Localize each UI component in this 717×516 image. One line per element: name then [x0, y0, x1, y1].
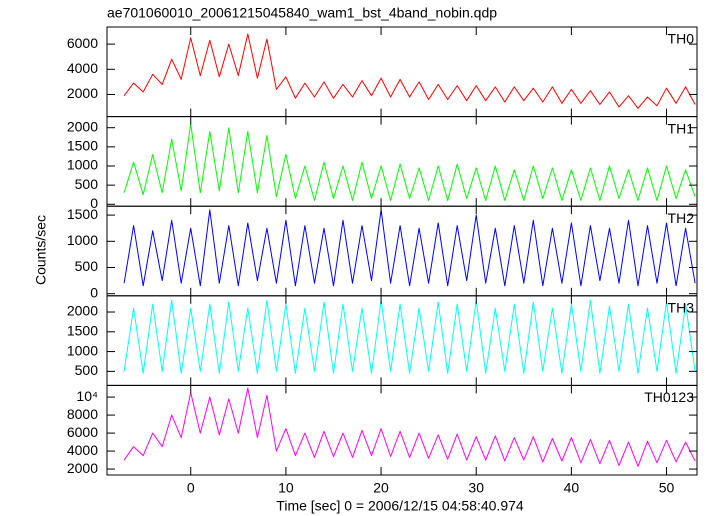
y-tick-label: 2000: [67, 118, 98, 134]
x-axis-label: Time [sec] 0 = 2006/12/15 04:58:40.974: [276, 498, 524, 514]
data-line: [123, 123, 696, 201]
x-tick-label: 20: [373, 480, 389, 496]
y-tick-label: 0: [90, 195, 98, 211]
panel-label: TH2: [668, 210, 695, 226]
y-tick-label: 10⁴: [76, 388, 98, 404]
panel-frame: [106, 26, 698, 118]
y-tick-label: 500: [75, 362, 99, 378]
data-line: [123, 209, 696, 287]
chart-title: ae701060010_20061215045840_wam1_bst_4ban…: [107, 5, 497, 21]
x-tick-label: 40: [564, 480, 580, 496]
y-tick-label: 2000: [67, 303, 98, 319]
y-tick-label: 500: [75, 176, 99, 192]
y-tick-label: 6000: [67, 35, 98, 51]
x-tick-label: 30: [468, 480, 484, 496]
panel-label: TH0: [668, 31, 695, 47]
y-tick-label: 1500: [67, 206, 98, 222]
y-tick-label: 500: [75, 258, 99, 274]
data-line: [123, 299, 696, 374]
y-tick-label: 1000: [67, 342, 98, 358]
y-tick-label: 4000: [67, 60, 98, 76]
data-line: [123, 387, 696, 467]
y-tick-label: 2000: [67, 460, 98, 476]
y-tick-label: 1000: [67, 232, 98, 248]
panel-label: TH1: [668, 120, 695, 136]
y-tick-label: 1000: [67, 157, 98, 173]
y-tick-label: 0: [90, 284, 98, 300]
x-tick-label: 50: [659, 480, 675, 496]
y-tick-label: 2000: [67, 85, 98, 101]
y-tick-label: 4000: [67, 442, 98, 458]
y-tick-label: 6000: [67, 424, 98, 440]
data-line: [123, 33, 696, 109]
panel-frame: [106, 205, 698, 297]
y-axis-label: Counts/sec: [33, 215, 49, 285]
x-tick-label: 10: [278, 480, 294, 496]
panel-label: TH3: [668, 300, 695, 316]
y-tick-label: 8000: [67, 406, 98, 422]
panel-label: TH0123: [644, 389, 694, 405]
panel-frame: [106, 384, 698, 476]
y-tick-label: 1500: [67, 323, 98, 339]
y-tick-label: 1500: [67, 138, 98, 154]
x-tick-label: 0: [187, 480, 195, 496]
